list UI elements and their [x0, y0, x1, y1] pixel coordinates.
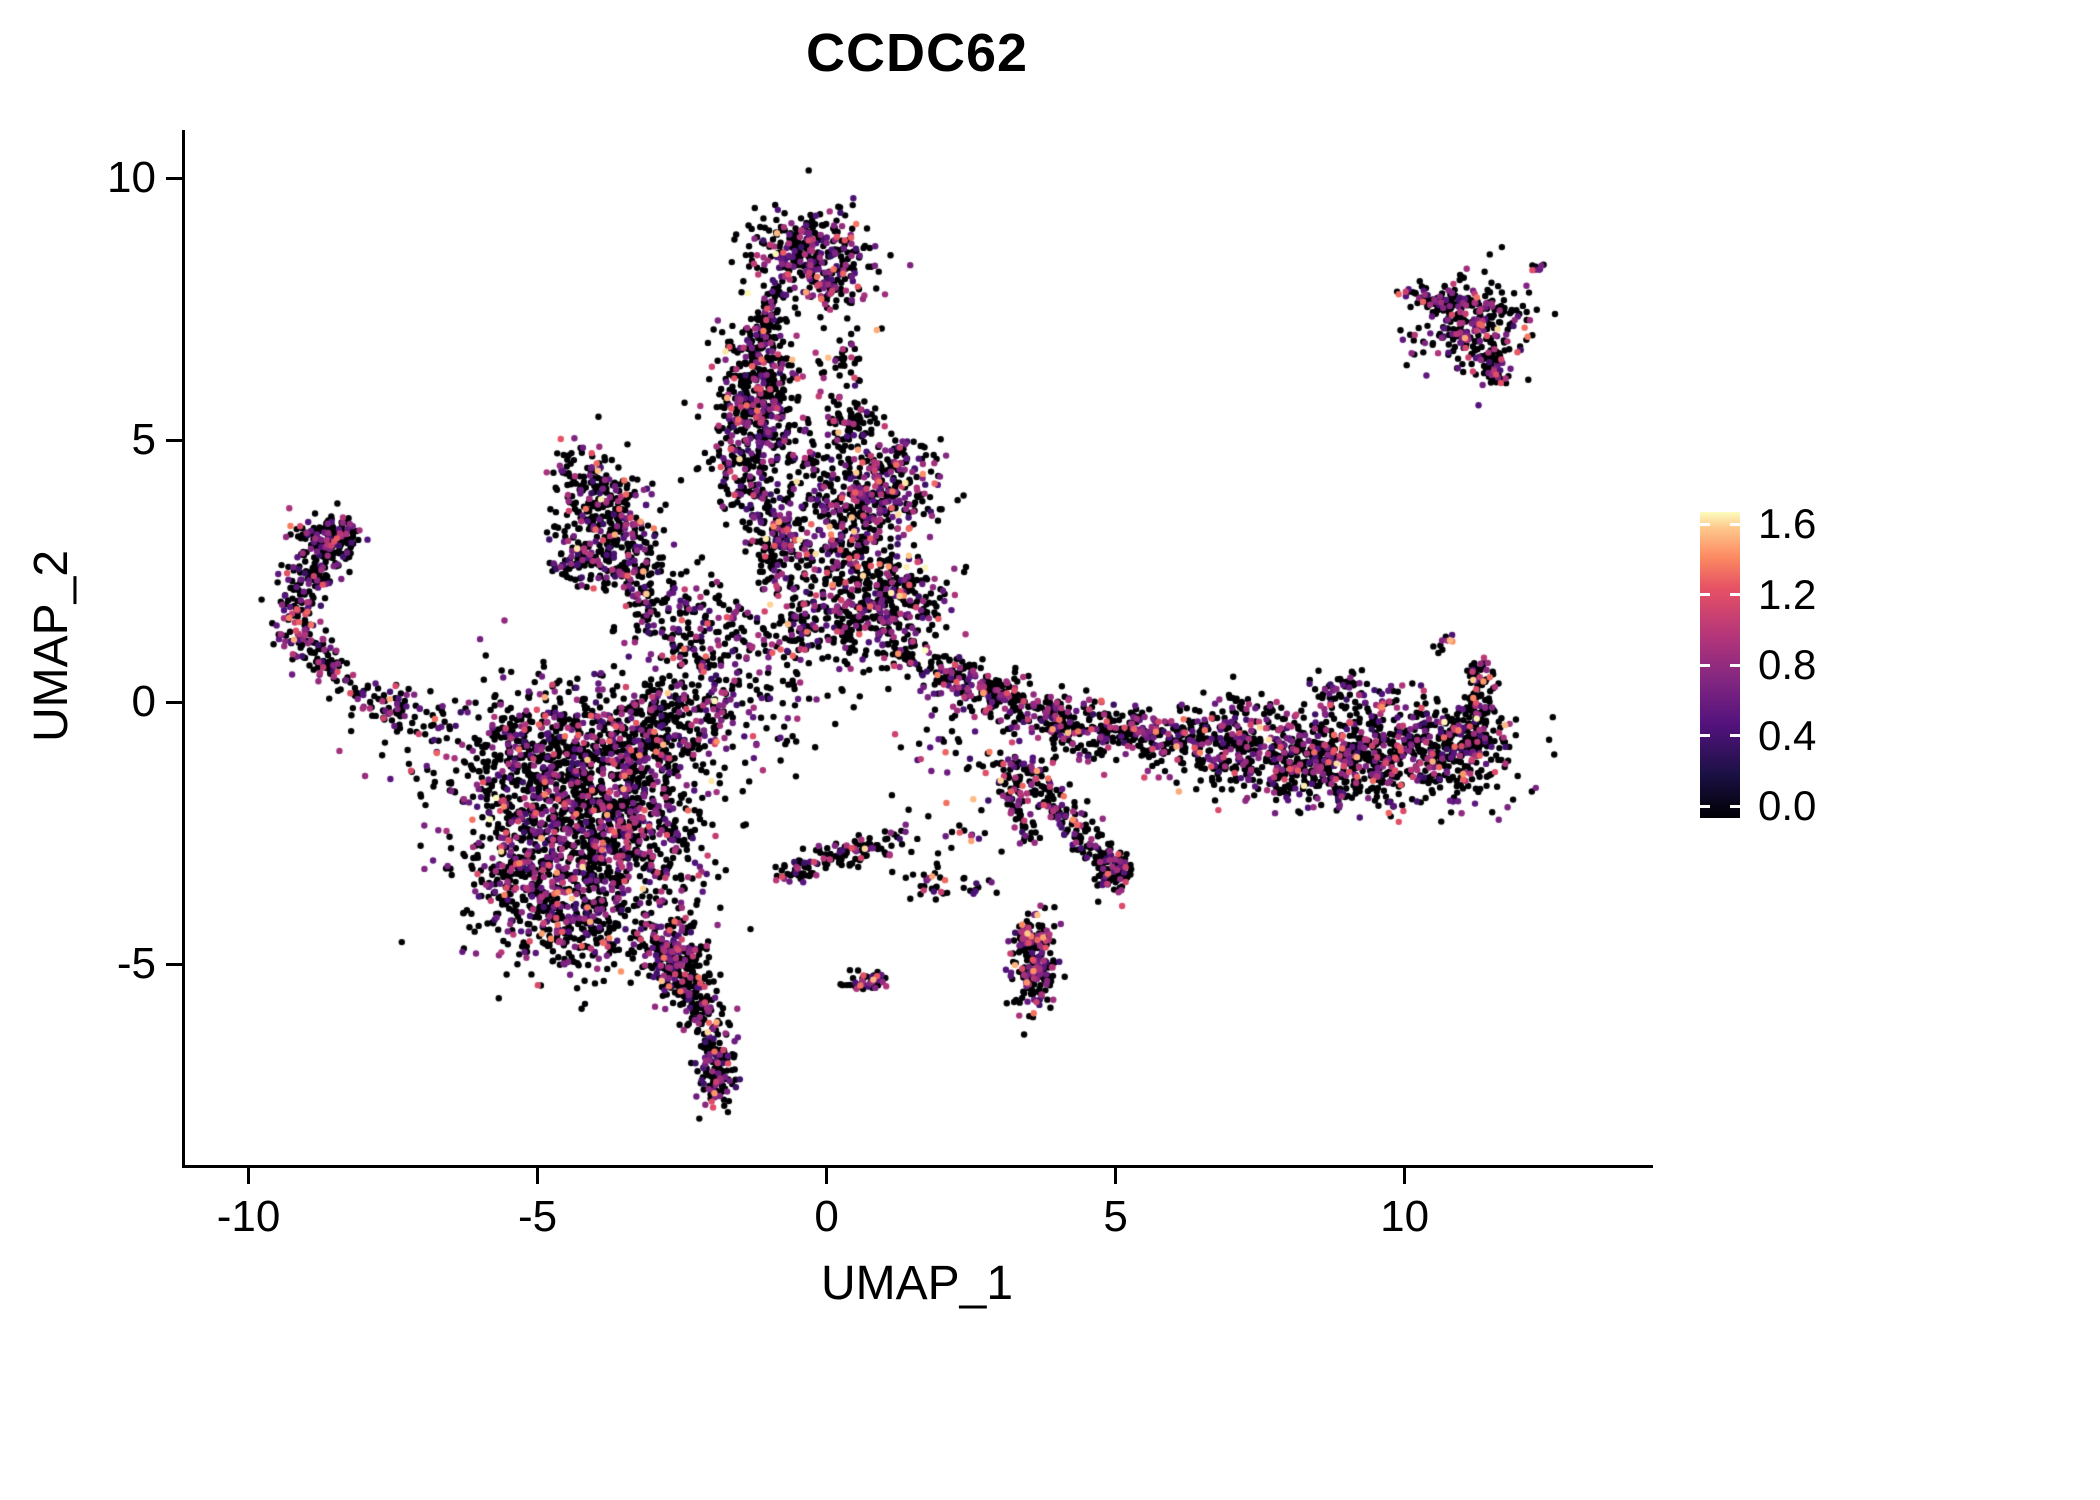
- y-tick-label: 5: [131, 415, 156, 465]
- colorbar-tick-mark: [1730, 522, 1740, 526]
- plot-title: CCDC62: [805, 23, 1029, 83]
- x-tick-label: 0: [814, 1192, 839, 1241]
- x-tick-label: -5: [518, 1192, 558, 1241]
- colorbar-tick-mark: [1700, 663, 1710, 667]
- colorbar-tick-mark: [1730, 593, 1740, 596]
- y-tick-mark: [166, 962, 182, 966]
- colorbar-tick-mark: [1730, 804, 1740, 808]
- colorbar-tick-mark: [1700, 734, 1710, 737]
- colorbar-tick-mark: [1700, 522, 1710, 526]
- colorbar-tick-label: 0.0: [1758, 782, 1817, 829]
- colorbar-tick-label: 0.4: [1758, 711, 1817, 759]
- x-axis-line: [182, 1165, 1653, 1168]
- colorbar-tick-mark: [1730, 734, 1740, 737]
- x-tick-mark: [1403, 1168, 1407, 1184]
- x-tick-label: 5: [1103, 1192, 1128, 1241]
- x-tick-label: 10: [1380, 1192, 1430, 1241]
- colorbar-tick-label: 0.8: [1758, 641, 1817, 688]
- y-tick-mark: [166, 176, 182, 180]
- y-axis-line: [182, 130, 185, 1168]
- y-tick-mark: [166, 438, 182, 442]
- colorbar-tick-label: 1.2: [1758, 570, 1817, 618]
- x-tick-mark: [1114, 1168, 1118, 1184]
- y-axis-label: UMAP_2: [25, 549, 78, 743]
- colorbar-tick-mark: [1700, 804, 1710, 808]
- colorbar-tick-mark: [1730, 663, 1740, 667]
- x-tick-label: -10: [216, 1192, 281, 1241]
- y-tick-label: -5: [116, 939, 156, 989]
- colorbar-tick-mark: [1700, 593, 1710, 596]
- y-tick-mark: [166, 700, 182, 704]
- x-tick-mark: [536, 1168, 540, 1184]
- y-tick-label: 0: [131, 677, 156, 727]
- colorbar-tick-label: 1.6: [1758, 500, 1817, 547]
- x-axis-label: UMAP_1: [820, 1257, 1014, 1310]
- x-tick-mark: [247, 1168, 251, 1184]
- x-tick-mark: [825, 1168, 829, 1184]
- y-tick-label: 10: [107, 153, 156, 203]
